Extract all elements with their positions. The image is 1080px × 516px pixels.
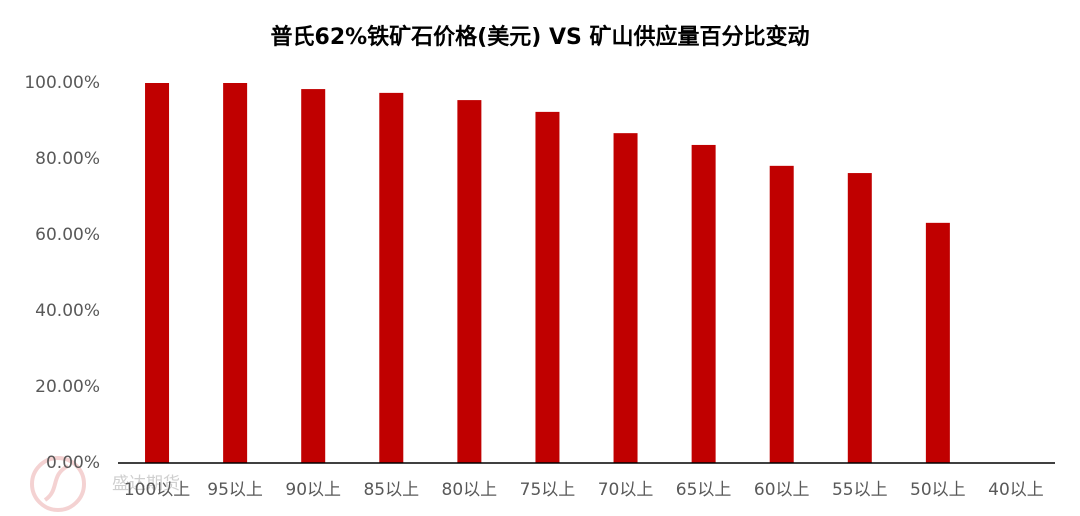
bar (223, 83, 248, 463)
y-tick-label: 0.00% (46, 453, 100, 473)
bar (847, 173, 872, 463)
bar (769, 165, 794, 463)
x-tick-label: 70以上 (598, 480, 654, 500)
x-tick-label: 75以上 (520, 480, 576, 500)
watermark: 盛达期货 (112, 474, 180, 494)
x-tick-label: 80以上 (442, 480, 498, 500)
logo-ring (30, 456, 86, 512)
chart-title: 普氏62%铁矿石价格(美元) VS 矿山供应量百分比变动 (271, 24, 810, 50)
y-tick-label: 80.00% (35, 149, 100, 169)
x-tick-label: 60以上 (754, 480, 810, 500)
y-tick-label: 100.00% (24, 73, 100, 93)
x-tick-label: 85以上 (363, 480, 419, 500)
x-tick-label: 50以上 (910, 480, 966, 500)
watermark-logo (30, 456, 86, 512)
y-tick-label: 40.00% (35, 301, 100, 321)
bar (535, 111, 560, 463)
x-tick-label: 100以上 (124, 480, 190, 500)
x-tick-label: 55以上 (832, 480, 888, 500)
y-tick-label: 20.00% (35, 377, 100, 397)
bar (301, 89, 326, 463)
bar (691, 144, 716, 463)
bar (145, 83, 170, 463)
x-tick-label: 90以上 (285, 480, 341, 500)
bar (613, 133, 638, 463)
x-tick-label: 65以上 (676, 480, 732, 500)
x-tick-label: 40以上 (988, 480, 1044, 500)
x-tick-label: 95以上 (207, 480, 263, 500)
bar (457, 100, 482, 463)
logo-swirl (43, 464, 70, 502)
bar (379, 92, 404, 463)
bar (925, 222, 950, 463)
y-tick-label: 60.00% (35, 225, 100, 245)
